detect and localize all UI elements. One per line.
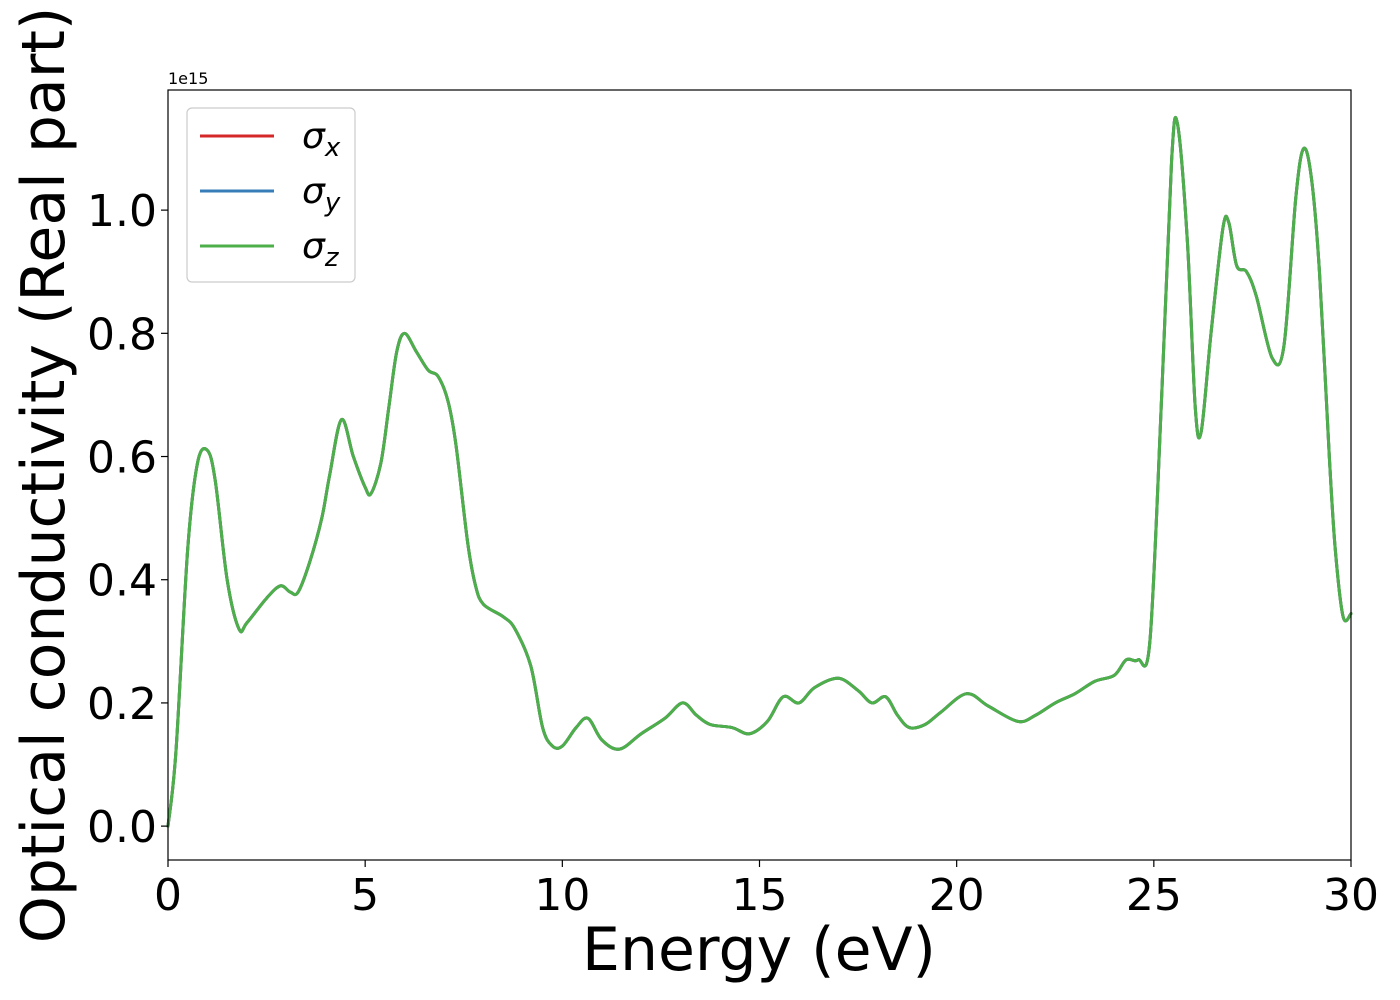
x-tick-label: 15 bbox=[732, 870, 788, 921]
y-axis: 0.0 0.2 0.4 0.6 0.8 1.0 bbox=[87, 186, 168, 853]
y-tick-label: 0.6 bbox=[87, 433, 157, 484]
y-tick-label: 0.2 bbox=[87, 679, 157, 730]
x-tick-label: 25 bbox=[1126, 870, 1182, 921]
series-layer bbox=[166, 115, 1353, 828]
y-tick-label: 1.0 bbox=[87, 186, 157, 237]
series-line-z bbox=[166, 115, 1353, 828]
x-tick-label: 0 bbox=[154, 870, 182, 921]
x-tick-label: 5 bbox=[351, 870, 379, 921]
y-axis-title: Optical conductivity (Real part) bbox=[9, 7, 79, 944]
y-offset-label: 1e15 bbox=[168, 69, 208, 88]
legend-box bbox=[186, 107, 356, 283]
x-tick-label: 20 bbox=[929, 870, 985, 921]
x-axis: 0 5 10 15 20 25 30 bbox=[154, 860, 1379, 921]
x-tick-label: 30 bbox=[1323, 870, 1379, 921]
y-tick-label: 0.8 bbox=[87, 309, 157, 360]
x-axis-title: Energy (eV) bbox=[582, 915, 936, 985]
y-tick-label: 0.0 bbox=[87, 802, 157, 853]
x-tick-label: 10 bbox=[534, 870, 590, 921]
y-tick-label: 0.4 bbox=[87, 556, 157, 607]
